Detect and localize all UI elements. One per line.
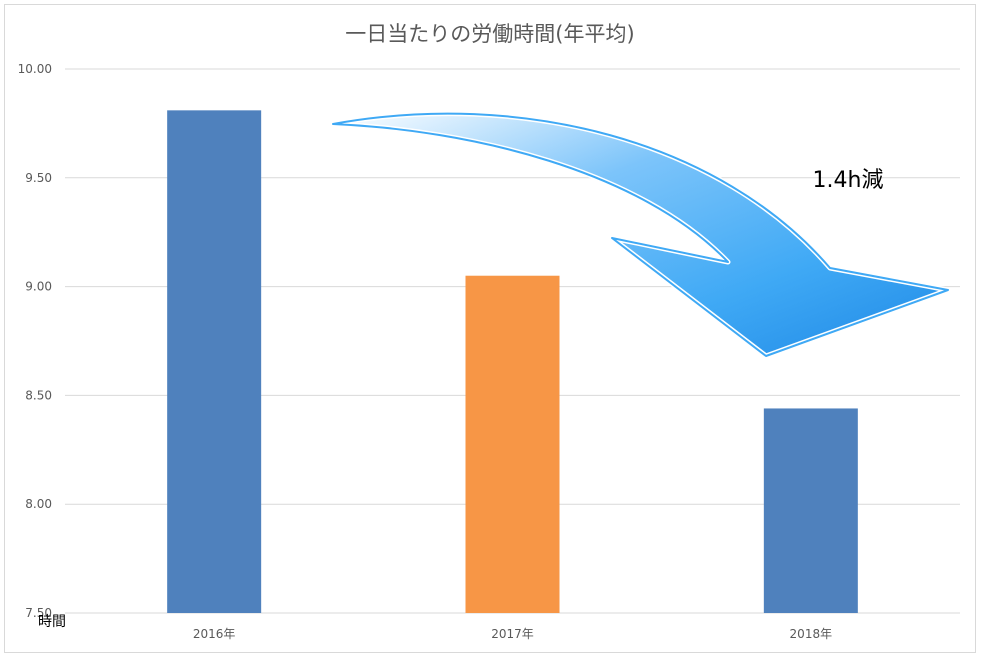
- bar-1: [465, 275, 560, 613]
- y-tick-label: 9.00: [25, 280, 52, 294]
- x-category-label: 2016年: [193, 627, 236, 641]
- bar-2: [763, 408, 858, 613]
- y-tick-label: 9.50: [25, 171, 52, 185]
- y-tick-label: 7.50: [25, 606, 52, 620]
- bar-0: [167, 110, 262, 614]
- y-tick-label: 8.00: [25, 497, 52, 511]
- y-axis-ticks: 10.00 9.50 9.00 8.50 8.00 7.50: [18, 62, 52, 620]
- y-axis-label: 時間: [38, 614, 66, 630]
- reduction-annotation: 1.4h減: [813, 168, 884, 193]
- x-category-label: 2017年: [491, 627, 534, 641]
- bars: [167, 110, 858, 614]
- x-axis-categories: 2016年 2017年 2018年: [193, 627, 832, 641]
- curved-down-arrow-icon: [330, 111, 951, 359]
- y-tick-label: 10.00: [18, 62, 52, 76]
- chart-title: 一日当たりの労働時間(年平均): [345, 22, 634, 46]
- y-tick-label: 8.50: [25, 388, 52, 402]
- x-category-label: 2018年: [790, 627, 833, 641]
